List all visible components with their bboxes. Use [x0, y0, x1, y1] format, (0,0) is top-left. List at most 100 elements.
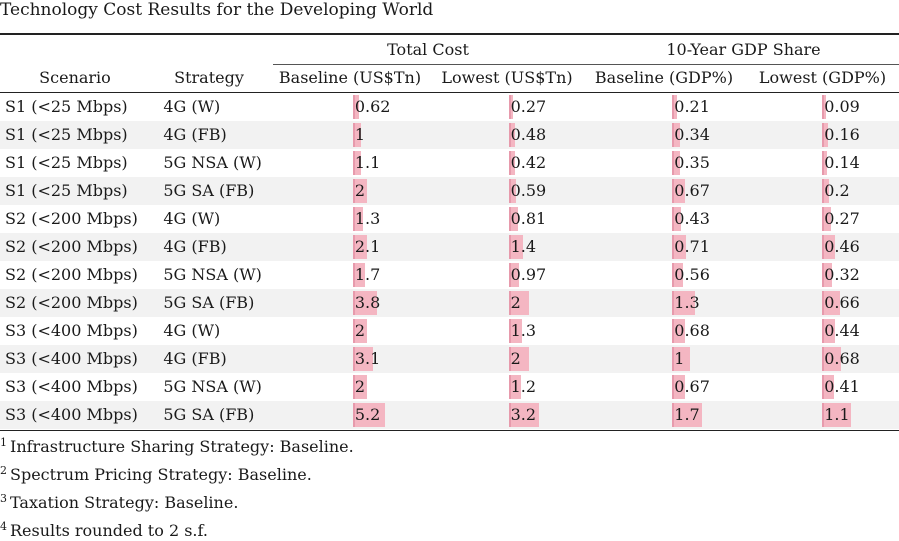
header-bottom-rule [0, 92, 899, 93]
cell-baseline-gdp: 1.7 [587, 401, 744, 429]
data-bar [508, 291, 529, 315]
data-bar [822, 179, 830, 203]
cell-lowest-gdp: 0.2 [743, 177, 899, 205]
data-bar [672, 179, 686, 203]
data-bar [822, 291, 841, 315]
cell-value: 0.56 [674, 265, 710, 284]
cell-lowest-gdp: 0.16 [743, 121, 899, 149]
cell-baseline-cost: 2 [276, 317, 432, 345]
data-bar [672, 151, 681, 175]
cell-baseline-cost: 2 [276, 373, 432, 401]
cell-value: 0.44 [824, 321, 860, 340]
cell-lowest-cost: 1.4 [431, 233, 588, 261]
cell-value: 0.14 [824, 153, 860, 172]
data-bar [508, 179, 516, 203]
cell-value: 0.67 [674, 377, 710, 396]
cell-value: 5.2 [354, 405, 381, 424]
table-caption: Technology Cost Results for the Developi… [0, 0, 434, 20]
cell-strategy: 4G (W) [163, 209, 221, 228]
column-header-lowest-gdp: Lowest (GDP%) [758, 68, 887, 87]
cell-strategy: 4G (FB) [159, 345, 276, 373]
cell-value: 1.7 [674, 405, 700, 424]
cell-value: 0.27 [510, 97, 547, 116]
cell-value: 0.68 [674, 321, 710, 340]
footnote-mark: 4 [0, 520, 7, 533]
table-row: S1 (<25 Mbps) 4G (W) 0.62 0.27 0.21 0.09 [0, 93, 899, 121]
cell-lowest-cost: 3.2 [431, 401, 588, 429]
group-header-gdp-share: 10-Year GDP Share [666, 40, 821, 59]
cell-lowest-gdp: 0.68 [743, 345, 899, 373]
data-bar [672, 263, 684, 287]
cell-value: 0.27 [824, 209, 860, 228]
cell-value: 0.2 [824, 181, 850, 200]
data-bar [508, 347, 529, 371]
cell-lowest-gdp: 1.1 [743, 401, 899, 429]
cell-value: 3.2 [510, 405, 537, 424]
table-row: S3 (<400 Mbps) 4G (W) 2 1.3 0.68 0.44 [0, 317, 899, 345]
cell-value: 1.2 [510, 377, 537, 396]
cell-strategy: 5G SA (FB) [159, 289, 276, 317]
data-bar [822, 347, 842, 371]
cell-scenario: S1 (<25 Mbps) [5, 153, 128, 172]
column-header-lowest-cost: Lowest (US$Tn) [441, 68, 573, 87]
cell-baseline-cost: 0.62 [276, 93, 432, 121]
cell-value: 0.71 [674, 237, 710, 256]
cell-scenario: S2 (<200 Mbps) [0, 233, 160, 261]
bottom-rule [0, 430, 899, 431]
cell-value: 0.16 [824, 125, 860, 144]
data-bar [822, 235, 836, 259]
cell-lowest-cost: 2 [431, 289, 588, 317]
cell-baseline-cost: 1 [275, 121, 432, 149]
cell-value: 0.48 [510, 125, 547, 144]
cell-value: 0.66 [824, 293, 860, 312]
cell-baseline-cost: 1.7 [276, 261, 432, 289]
cell-baseline-gdp: 0.56 [587, 261, 743, 289]
cell-value: 2.1 [354, 237, 381, 256]
cell-value: 0.81 [510, 209, 547, 228]
data-bar [822, 319, 836, 343]
cell-value: 3.1 [354, 349, 381, 368]
cell-lowest-gdp: 0.09 [743, 93, 899, 121]
cell-value: 0.67 [674, 181, 710, 200]
cell-value: 0.09 [824, 97, 860, 116]
cell-baseline-cost: 1.3 [276, 205, 432, 233]
column-header-baseline-cost: Baseline (US$Tn) [278, 68, 422, 87]
cell-value: 1 [354, 125, 366, 144]
table-row: S3 (<400 Mbps) 5G SA (FB) 5.2 3.2 1.7 1.1 [0, 401, 899, 429]
cell-value: 2 [354, 181, 366, 200]
data-bar [508, 207, 518, 231]
top-rule [0, 33, 899, 35]
data-bar [352, 263, 365, 287]
cell-scenario: S1 (<25 Mbps) [5, 97, 128, 116]
data-bar [508, 319, 522, 343]
cell-baseline-cost: 1.1 [276, 149, 432, 177]
cell-scenario: S2 (<200 Mbps) [5, 265, 138, 284]
data-bar [352, 179, 367, 203]
cell-value: 3.8 [354, 293, 381, 312]
cell-lowest-cost: 0.97 [432, 261, 588, 289]
cell-value: 0.21 [674, 97, 710, 116]
footnote: 3 Taxation Strategy: Baseline. [0, 489, 238, 513]
group-header-rule [273, 64, 899, 65]
table-row: S2 (<200 Mbps) 5G SA (FB) 3.8 2 1.3 0.66 [0, 289, 899, 317]
footnote-text: Infrastructure Sharing Strategy: Baselin… [10, 437, 354, 456]
cell-lowest-cost: 0.81 [432, 205, 588, 233]
footnote-text: Spectrum Pricing Strategy: Baseline. [10, 465, 312, 484]
cell-baseline-gdp: 1.3 [587, 289, 744, 317]
data-bar [672, 123, 681, 147]
cell-scenario: S2 (<200 Mbps) [5, 209, 138, 228]
cell-value: 1.1 [824, 405, 850, 424]
data-bar [352, 123, 361, 147]
data-bar [822, 263, 833, 287]
cell-baseline-gdp: 0.67 [587, 177, 744, 205]
data-bar [672, 319, 686, 343]
cell-lowest-cost: 0.42 [432, 149, 588, 177]
data-bar [822, 151, 828, 175]
cell-lowest-gdp: 0.44 [743, 317, 899, 345]
cell-value: 0.32 [824, 265, 860, 284]
table-row: S1 (<25 Mbps) 5G NSA (W) 1.1 0.42 0.35 0.14 [0, 149, 899, 177]
data-bar [672, 235, 687, 259]
cell-scenario: S3 (<400 Mbps) [0, 401, 160, 429]
cell-baseline-gdp: 0.35 [587, 149, 743, 177]
cell-lowest-gdp: 0.66 [743, 289, 899, 317]
